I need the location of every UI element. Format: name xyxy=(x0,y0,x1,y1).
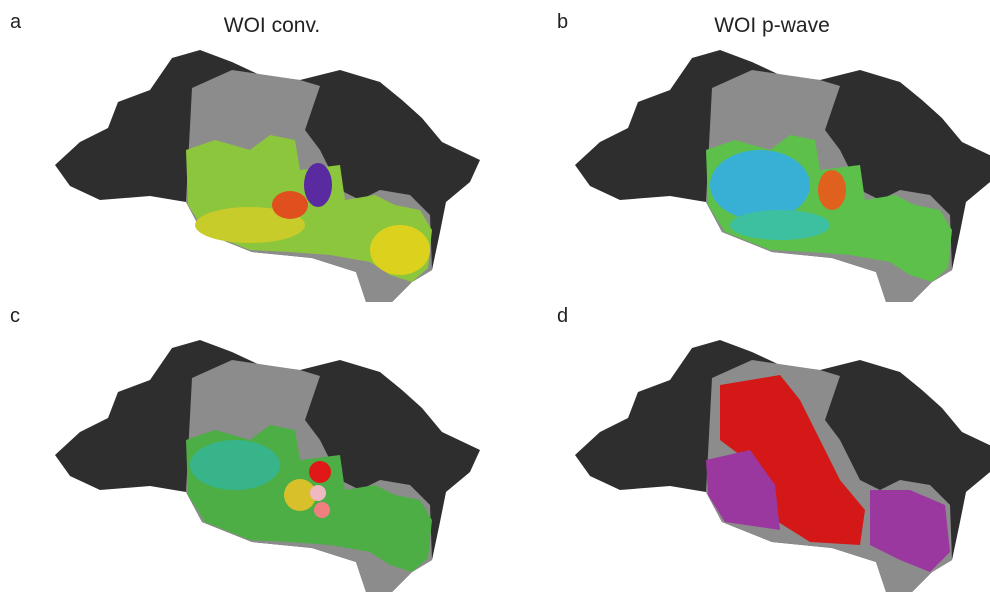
marker xyxy=(309,461,331,483)
panel-title: WOI p-wave xyxy=(714,14,830,37)
panel-b: b WOI p-wave xyxy=(557,11,990,302)
panel-label: c xyxy=(10,305,20,327)
panel-label: b xyxy=(557,11,568,33)
map-region xyxy=(370,225,430,275)
marker xyxy=(310,485,326,501)
figure: a WOI conv. b WOI p-wave c d xyxy=(0,0,990,611)
panel-d: d xyxy=(557,305,990,592)
panel-label: d xyxy=(557,305,568,327)
map-region xyxy=(818,170,846,210)
map-region xyxy=(710,150,810,220)
map-region xyxy=(730,210,830,240)
panel-a: a WOI conv. xyxy=(10,11,480,302)
panel-c: c xyxy=(10,305,480,592)
panel-label: a xyxy=(10,11,22,33)
map-region xyxy=(190,440,280,490)
map-region xyxy=(304,163,332,207)
marker xyxy=(314,502,330,518)
map-region xyxy=(272,191,308,219)
panel-title: WOI conv. xyxy=(224,14,320,37)
